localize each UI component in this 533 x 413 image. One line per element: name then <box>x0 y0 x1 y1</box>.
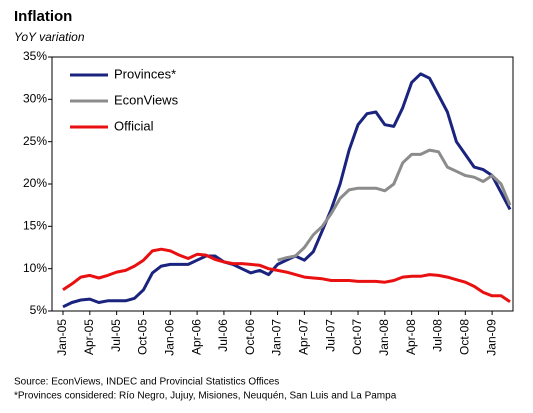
chart-subtitle: YoY variation <box>14 30 85 44</box>
x-tick-label: Oct-05 <box>136 319 150 355</box>
y-tick-label: 25% <box>23 134 47 148</box>
legend-label: EconViews <box>114 92 179 107</box>
y-tick-label: 5% <box>30 303 48 317</box>
footnote: *Provinces considered: Río Negro, Jujuy,… <box>14 391 397 402</box>
x-tick-label: Oct-07 <box>350 319 364 355</box>
x-tick-label: Jul-05 <box>109 319 123 352</box>
x-tick-label: Jan-05 <box>55 319 69 356</box>
source-note: Source: EconViews, INDEC and Provincial … <box>14 377 279 388</box>
x-tick-label: Jan-09 <box>484 319 498 356</box>
series-line <box>62 72 512 309</box>
x-tick-label: Jan-06 <box>162 319 176 356</box>
x-tick-label: Oct-08 <box>457 319 471 355</box>
legend-label: Provinces* <box>114 66 176 81</box>
x-tick-label: Jul-08 <box>431 319 445 352</box>
y-tick-label: 35% <box>23 49 47 63</box>
x-tick-label: Jul-07 <box>323 319 337 352</box>
series-line <box>62 247 511 303</box>
x-tick-label: Apr-08 <box>404 319 418 355</box>
x-tick-label: Jan-08 <box>377 319 391 356</box>
x-tick-label: Apr-05 <box>82 319 96 355</box>
y-tick-label: 30% <box>23 92 47 106</box>
y-tick-label: 20% <box>23 176 47 190</box>
x-tick-label: Jul-06 <box>216 319 230 352</box>
chart-title: Inflation <box>14 8 72 25</box>
x-tick-label: Apr-07 <box>297 319 311 355</box>
x-tick-label: Jan-07 <box>270 319 284 356</box>
x-tick-label: Apr-06 <box>189 319 203 355</box>
y-tick-label: 15% <box>23 219 47 233</box>
x-tick-label: Oct-06 <box>243 319 257 355</box>
series-line <box>277 148 512 262</box>
legend-label: Official <box>114 118 154 133</box>
y-tick-label: 10% <box>23 261 47 275</box>
